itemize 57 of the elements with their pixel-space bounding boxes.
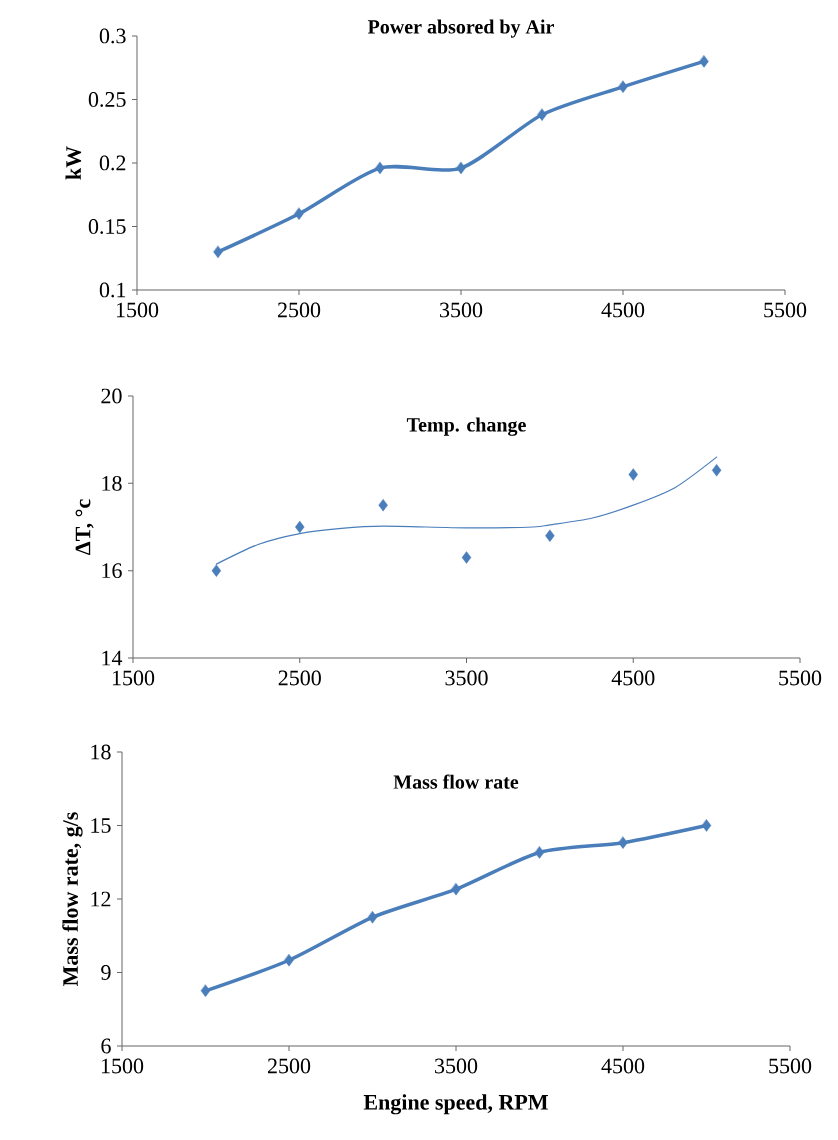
y-tick-label: 20 bbox=[101, 388, 122, 404]
x-tick-label: 3500 bbox=[440, 302, 483, 318]
point bbox=[628, 468, 638, 481]
point bbox=[534, 846, 545, 859]
y-axis-title: ΔT, °c bbox=[75, 499, 94, 555]
text: Temp. change bbox=[406, 417, 526, 436]
point bbox=[711, 464, 722, 477]
point bbox=[213, 245, 223, 259]
x-tick-label: 1500 bbox=[112, 670, 155, 686]
x-tick-label: 4500 bbox=[601, 1058, 645, 1074]
point bbox=[618, 836, 628, 849]
y-tick-label: 16 bbox=[102, 563, 122, 579]
x-tick-label: 4500 bbox=[611, 670, 655, 686]
y-axis-title: kW bbox=[65, 146, 82, 180]
x-axis-title: Engine speed, RPM bbox=[363, 1094, 548, 1115]
point bbox=[461, 551, 472, 564]
x-tick-label: 2500 bbox=[278, 670, 321, 686]
y-tick-label: 0.3 bbox=[99, 28, 126, 44]
point bbox=[456, 161, 466, 175]
x-tick-label: 2500 bbox=[277, 302, 321, 318]
point bbox=[211, 564, 222, 577]
point bbox=[375, 161, 385, 175]
y-tick-label: 9 bbox=[101, 965, 111, 980]
y-tick-label: 0.25 bbox=[88, 92, 126, 107]
x-tick-label: 3500 bbox=[435, 1058, 478, 1074]
x-tick-label: 1500 bbox=[101, 1058, 144, 1074]
point bbox=[545, 529, 555, 542]
y-tick-label: 18 bbox=[102, 475, 122, 491]
x-tick-label: 2500 bbox=[267, 1058, 311, 1074]
point bbox=[699, 55, 709, 68]
point bbox=[618, 80, 628, 93]
point bbox=[701, 819, 712, 832]
x-tick-label: 3500 bbox=[445, 670, 488, 686]
point bbox=[378, 498, 388, 512]
y-tick-label: 0.2 bbox=[99, 155, 126, 171]
y-tick-label: 0.1 bbox=[99, 282, 126, 298]
point bbox=[294, 207, 304, 220]
x-tick-label: 1500 bbox=[116, 302, 159, 318]
y-tick-label: 12 bbox=[91, 891, 111, 907]
y-tick-label: 15 bbox=[91, 818, 111, 833]
point bbox=[537, 108, 547, 121]
y-tick-label: 14 bbox=[102, 650, 123, 666]
point bbox=[284, 954, 294, 967]
point bbox=[367, 911, 378, 924]
point bbox=[295, 520, 305, 534]
point bbox=[451, 883, 461, 896]
y-tick-label: 0.15 bbox=[88, 219, 126, 234]
x-tick-label: 5500 bbox=[764, 302, 807, 318]
chart-title: Power absored by Air bbox=[367, 19, 554, 38]
y-tick-label: 6 bbox=[101, 1038, 111, 1054]
x-tick-label: 5500 bbox=[769, 1058, 812, 1074]
y-axis-title: Mass flow rate, g/s bbox=[62, 812, 83, 986]
y-tick-label: 18 bbox=[91, 744, 111, 760]
x-tick-label: 5500 bbox=[779, 670, 822, 686]
point bbox=[200, 984, 211, 998]
text: Mass flow rate bbox=[393, 774, 519, 789]
x-tick-label: 4500 bbox=[601, 302, 645, 318]
